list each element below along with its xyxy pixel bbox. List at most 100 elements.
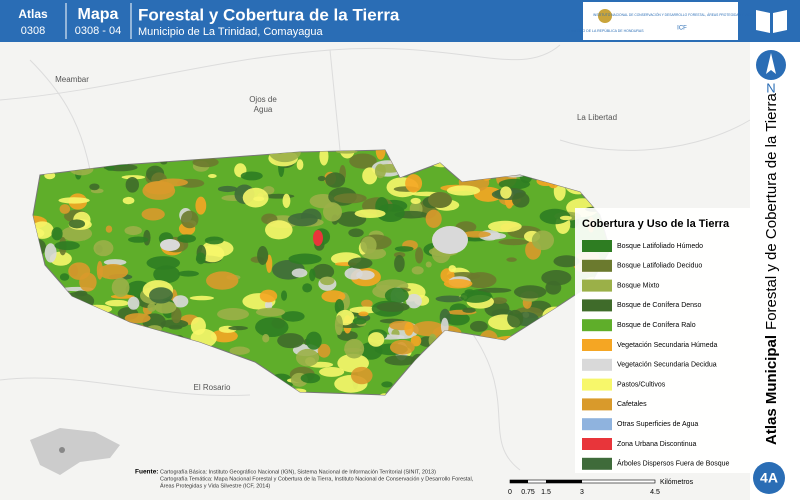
patch — [317, 175, 326, 182]
book-icon — [756, 10, 787, 33]
patch — [302, 283, 313, 293]
patch — [531, 230, 555, 251]
legend-swatch — [582, 378, 612, 391]
place-label: Meambar — [55, 75, 89, 84]
patch — [210, 329, 238, 343]
patch — [127, 296, 140, 310]
north-label: N — [766, 80, 775, 95]
patch — [93, 240, 114, 257]
patch — [281, 311, 305, 322]
patch — [322, 202, 342, 222]
patch — [375, 150, 386, 160]
patch — [192, 157, 219, 168]
patch — [296, 348, 320, 367]
atlas-label: Atlas — [18, 7, 48, 21]
patch — [217, 307, 249, 321]
patch — [334, 315, 344, 335]
patch — [498, 238, 529, 246]
patch — [469, 320, 488, 332]
legend-swatch — [582, 438, 612, 450]
patch — [374, 163, 386, 179]
patch — [500, 186, 512, 199]
patch — [281, 290, 288, 301]
source-line: Áreas Protegidas y Vida Silvestre (ICF, … — [160, 482, 270, 489]
patch — [124, 313, 151, 324]
patch — [428, 192, 452, 208]
scale-label: 3 — [580, 489, 584, 496]
place-label: Ojos de Agua — [249, 95, 277, 114]
patch — [381, 381, 393, 388]
legend: Cobertura y Uso de la Tierra Bosque Latif… — [575, 208, 750, 473]
patch — [240, 171, 263, 181]
patch — [559, 215, 572, 221]
patch — [44, 243, 57, 263]
patch — [443, 278, 473, 289]
patch — [312, 263, 335, 280]
patch — [410, 197, 421, 205]
patch — [147, 303, 157, 312]
patch — [229, 346, 250, 355]
place-label-line: El Rosario — [194, 383, 231, 392]
patch — [144, 180, 175, 195]
patch — [204, 236, 224, 245]
patch — [410, 335, 422, 347]
sidebar — [750, 42, 800, 500]
sidebar-title: Atlas Municipal Forestal y de Cobertura d… — [763, 93, 780, 445]
legend-title: Cobertura y Uso de la Tierra — [582, 218, 730, 230]
patch — [103, 259, 127, 266]
patch — [448, 265, 457, 273]
patch — [553, 255, 580, 268]
atlas-code: 0308 — [21, 25, 45, 37]
inset-map — [30, 428, 120, 475]
patch — [300, 373, 321, 384]
patch — [128, 236, 149, 243]
logo-government: GOBIERNO DE LA REPÚBLICA DE HONDURAS — [566, 29, 644, 33]
legend-swatch — [582, 457, 612, 470]
patch — [58, 197, 90, 204]
patch — [160, 239, 180, 251]
patch — [160, 319, 189, 329]
patch — [200, 245, 225, 263]
patch — [111, 277, 130, 298]
legend-label: Zona Urbana Discontinua — [617, 441, 696, 448]
patch — [360, 236, 377, 254]
patch — [358, 311, 369, 317]
patch — [343, 347, 363, 353]
patch — [105, 225, 113, 233]
patch — [208, 173, 217, 179]
legend-swatch — [582, 299, 612, 312]
patch — [347, 257, 373, 269]
legend-label: Cafetales — [617, 401, 647, 408]
source-line: Cartografía Básica: Instituto Geográfico… — [160, 469, 436, 475]
patch — [61, 226, 93, 242]
sidebar-title-rest: Forestal y de Cobertura de la Tierra — [763, 93, 780, 330]
patch — [406, 293, 422, 309]
legend-swatch — [582, 259, 612, 272]
legend-swatch — [582, 398, 612, 411]
patch — [462, 307, 476, 313]
patch — [348, 228, 364, 238]
patch — [189, 295, 215, 301]
patch — [394, 246, 414, 252]
patch — [319, 150, 329, 166]
scale-label: 0 — [508, 489, 512, 496]
patch — [446, 185, 481, 196]
place-label-line: Meambar — [55, 75, 89, 84]
legend-swatch — [582, 279, 612, 292]
north-arrow-needle — [766, 53, 776, 74]
patch — [362, 167, 378, 185]
patch — [141, 208, 165, 221]
patch — [356, 270, 375, 280]
legend-swatch — [582, 240, 612, 252]
patch — [153, 265, 181, 284]
patch — [376, 203, 405, 223]
patch — [394, 254, 405, 273]
patch — [68, 219, 86, 229]
patch — [265, 220, 293, 240]
legend-label: Vegetación Secundaria Decidua — [617, 362, 717, 369]
patch — [361, 299, 373, 308]
patch — [68, 262, 91, 280]
source-line: Cartografía Temática: Mapa Nacional Fore… — [160, 476, 474, 482]
patch — [506, 257, 517, 262]
